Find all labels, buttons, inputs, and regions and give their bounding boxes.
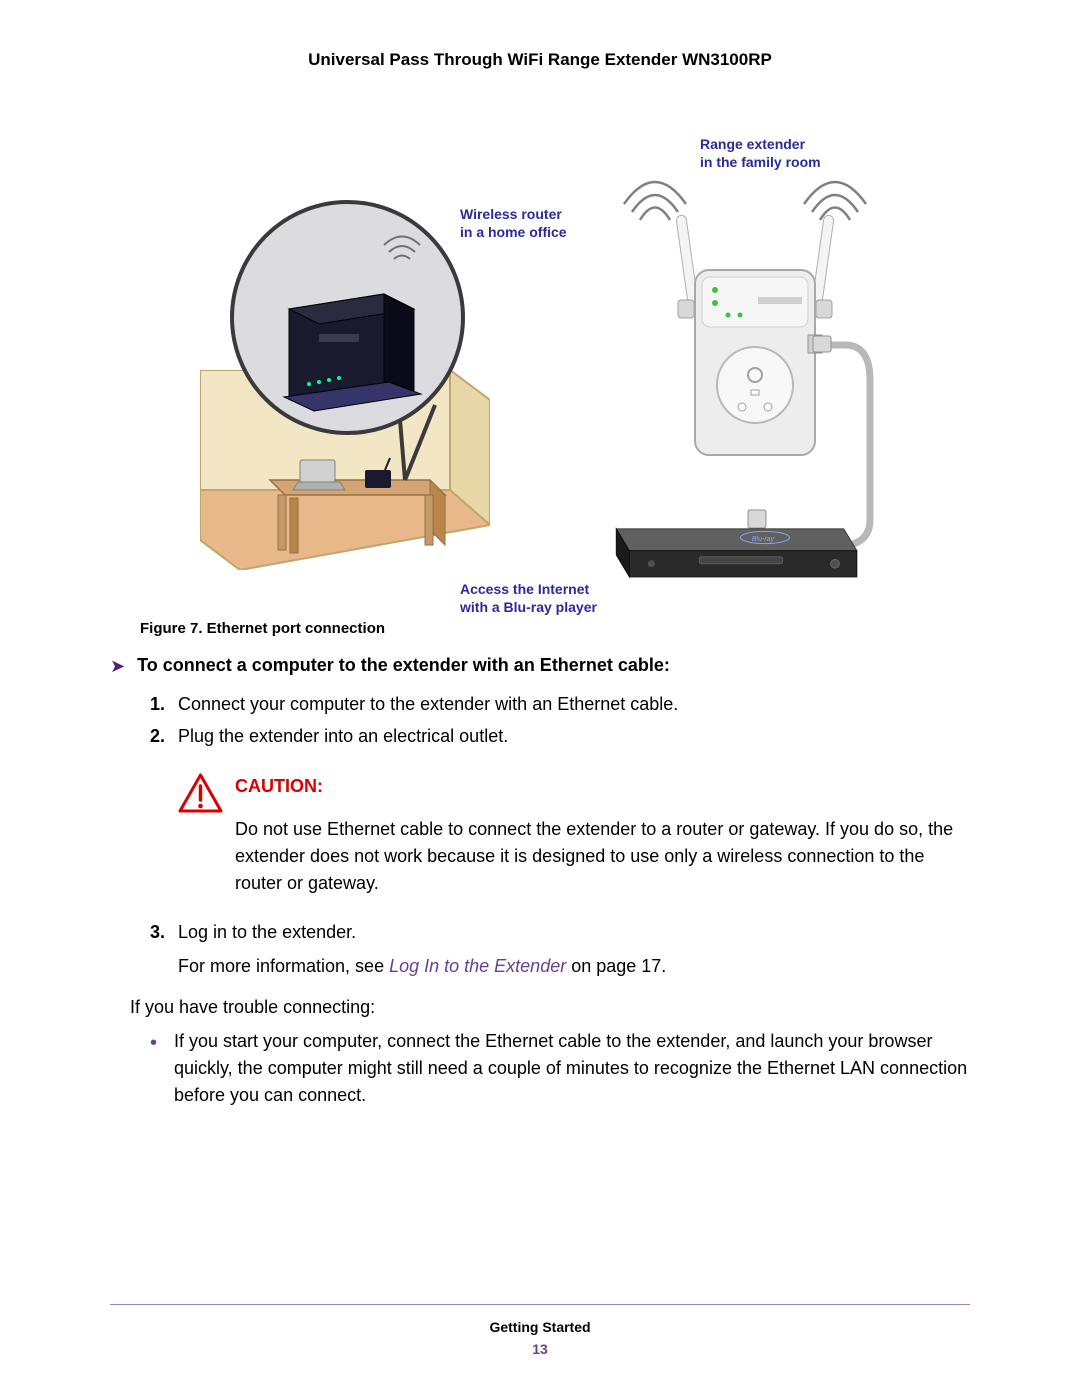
figure-caption: Figure 7. Ethernet port connection — [140, 620, 970, 637]
arrow-bullet-icon: ➤ — [110, 656, 125, 677]
page-number: 13 — [110, 1341, 970, 1357]
caution-block: CAUTION: Do not use Ethernet cable to co… — [178, 773, 970, 897]
step-number: 3. — [150, 919, 165, 947]
instruction-heading: ➤ To connect a computer to the extender … — [110, 655, 970, 677]
step-item: 2. Plug the extender into an electrical … — [150, 723, 970, 751]
caution-text: Do not use Ethernet cable to connect the… — [235, 816, 970, 897]
label-bluray: Access the Internet with a Blu-ray playe… — [460, 580, 597, 616]
trouble-heading: If you have trouble connecting: — [130, 997, 970, 1018]
caution-title: CAUTION: — [235, 773, 970, 800]
bullet-item: If you start your computer, connect the … — [150, 1028, 970, 1109]
label-wireless-router: Wireless router in a home office — [460, 205, 567, 241]
instruction-title: To connect a computer to the extender wi… — [137, 655, 670, 676]
document-title: Universal Pass Through WiFi Range Extend… — [110, 50, 970, 70]
footer-section: Getting Started — [110, 1319, 970, 1335]
caution-icon — [178, 773, 223, 897]
step-text: Connect your computer to the extender wi… — [178, 694, 678, 714]
range-extender-device — [650, 175, 860, 465]
svg-text:Blu-ray: Blu-ray — [752, 536, 775, 543]
figure-diagram: Wireless router in a home office Range e… — [180, 130, 900, 610]
step-text: Log in to the extender. — [178, 922, 356, 942]
step-sub-prefix: For more information, see — [178, 956, 389, 976]
step-item: 1. Connect your computer to the extender… — [150, 691, 970, 719]
cross-reference-link[interactable]: Log In to the Extender — [389, 956, 566, 976]
footer-rule — [110, 1304, 970, 1305]
step-number: 2. — [150, 723, 165, 751]
step-sub-suffix: on page 17. — [566, 956, 666, 976]
step-text: Plug the extender into an electrical out… — [178, 726, 508, 746]
step-item: 3. Log in to the extender. For more info… — [150, 919, 970, 981]
bluray-player-device: Blu-ray — [580, 520, 880, 590]
step-number: 1. — [150, 691, 165, 719]
